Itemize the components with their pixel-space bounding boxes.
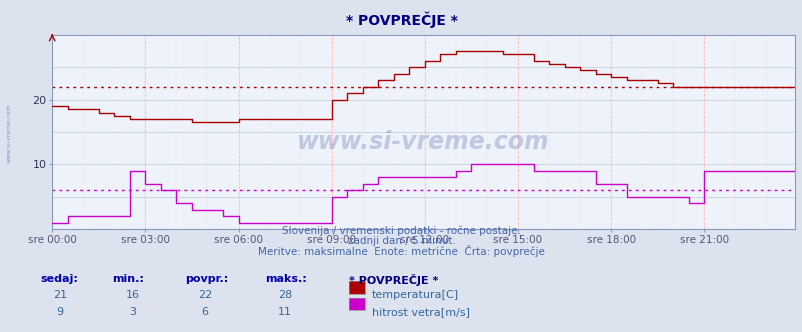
Text: 16: 16 (125, 290, 140, 300)
Text: * POVPREČJE *: * POVPREČJE * (345, 12, 457, 28)
Text: povpr.:: povpr.: (184, 274, 228, 284)
Text: 11: 11 (277, 307, 292, 317)
Text: temperatura[C]: temperatura[C] (371, 290, 458, 300)
Text: Slovenija / vremenski podatki - ročne postaje.: Slovenija / vremenski podatki - ročne po… (282, 225, 520, 236)
Text: 28: 28 (277, 290, 292, 300)
Text: * POVPREČJE *: * POVPREČJE * (349, 274, 438, 286)
Text: 22: 22 (197, 290, 212, 300)
Text: sedaj:: sedaj: (40, 274, 78, 284)
Text: 21: 21 (53, 290, 67, 300)
Text: 9: 9 (57, 307, 63, 317)
Text: min.:: min.: (112, 274, 144, 284)
Text: www.si-vreme.com: www.si-vreme.com (297, 130, 549, 154)
Text: 6: 6 (201, 307, 208, 317)
Text: zadnji dan / 5 minut.: zadnji dan / 5 minut. (347, 236, 455, 246)
Text: hitrost vetra[m/s]: hitrost vetra[m/s] (371, 307, 469, 317)
Text: 3: 3 (129, 307, 136, 317)
Text: Meritve: maksimalne  Enote: metrične  Črta: povprečje: Meritve: maksimalne Enote: metrične Črta… (257, 245, 545, 257)
Text: www.si-vreme.com: www.si-vreme.com (7, 103, 12, 163)
Text: maks.:: maks.: (265, 274, 306, 284)
